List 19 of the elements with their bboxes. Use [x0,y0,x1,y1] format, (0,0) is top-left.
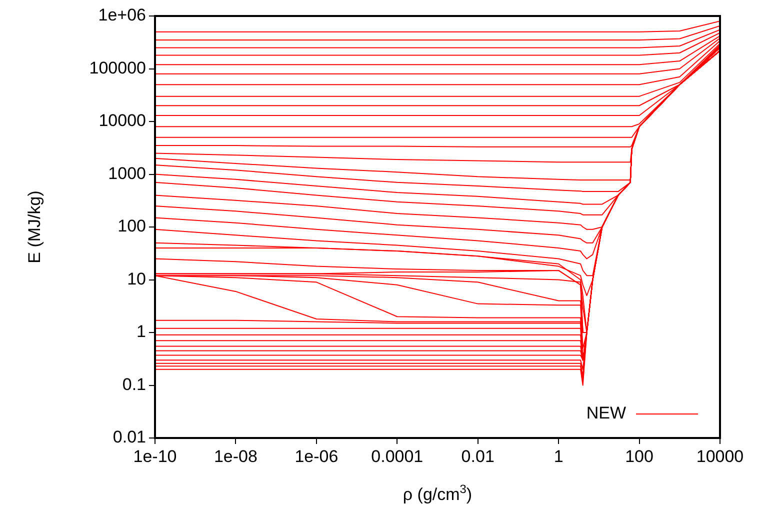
x-tick-label: 0.0001 [371,446,424,466]
y-tick-label: 1 [136,322,146,342]
x-tick-label: 1 [554,446,564,466]
x-tick-label: 1e-08 [214,446,258,466]
y-tick-label: 100000 [89,58,146,78]
legend-label: NEW [586,404,626,423]
x-tick-label: 0.01 [461,446,494,466]
y-tick-label: 10 [127,269,146,288]
y-tick-label: 100 [118,216,146,236]
y-tick-label: 0.1 [122,374,146,394]
y-tick-label: 0.01 [112,428,146,447]
x-tick-label: 1e-10 [133,446,177,466]
y-tick-label: 1e+06 [98,6,146,25]
y-axis-title: E (MJ/kg) [25,190,44,264]
x-tick-label: 1e-06 [294,446,338,466]
y-tick-label: 1000 [108,164,146,183]
x-tick-label: 10000 [696,446,744,466]
x-tick-label: 100 [625,446,654,466]
y-tick-label: 10000 [98,111,146,130]
